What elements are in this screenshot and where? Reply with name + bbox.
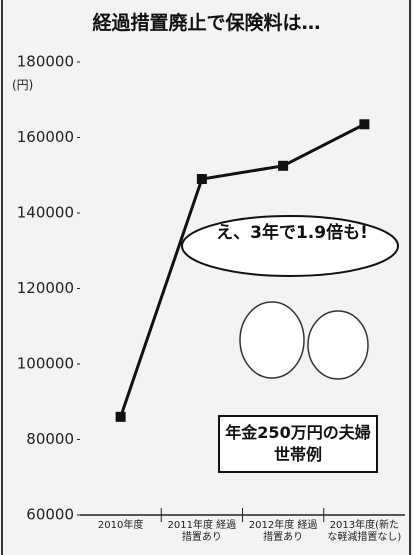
speech-bubble <box>181 215 399 277</box>
annotation: 年金250万円の夫婦世帯例 <box>218 415 378 473</box>
y-tick-label: 160000 <box>17 128 74 146</box>
y-unit: (円) <box>12 78 34 92</box>
y-tick-label: 80000 <box>26 430 74 448</box>
y-tick-label: 60000 <box>26 506 74 524</box>
line <box>119 122 366 418</box>
face-illustration <box>239 301 305 379</box>
annotation: え、3年で1.9倍も! <box>216 223 368 243</box>
chart-title: 経過措置廃止で保険料は… <box>92 12 321 34</box>
y-tick-label: 120000 <box>17 279 74 297</box>
x-tick-label: 2010年度 <box>97 520 144 531</box>
y-tick-label: 180000 <box>17 53 74 71</box>
point <box>196 174 207 185</box>
y-tick-label: 140000 <box>17 204 74 222</box>
x-tick-label: 2013年度(新たな軽減措置なし) <box>327 520 402 543</box>
point <box>115 411 126 422</box>
face-illustration <box>307 310 369 380</box>
point <box>278 160 289 171</box>
x-tick-label: 2012年度 経過措置あり <box>248 520 318 543</box>
y-tick-label: 100000 <box>17 355 74 373</box>
point <box>359 119 370 130</box>
x-tick-label: 2011年度 経過措置あり <box>167 520 237 543</box>
